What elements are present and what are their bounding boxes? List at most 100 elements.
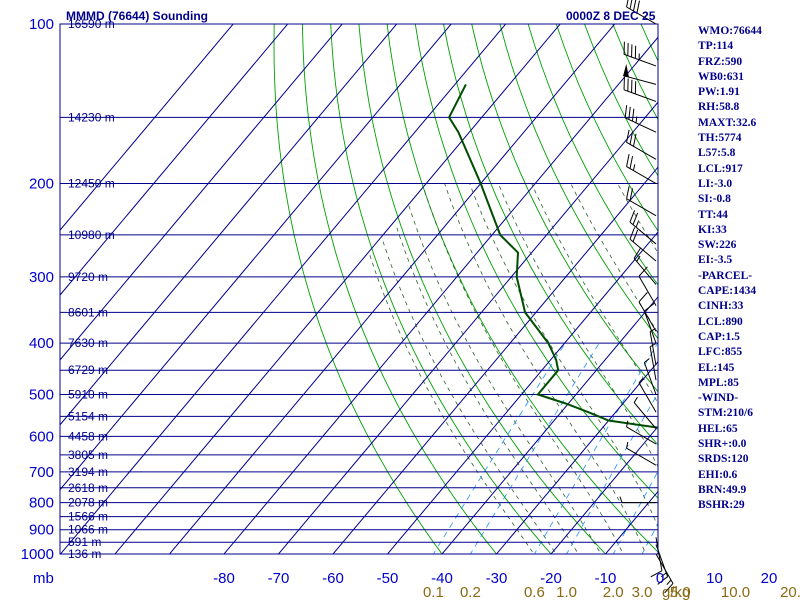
index-item: BRN:49.9: [698, 483, 747, 496]
wind-barb-staff: [649, 331, 657, 366]
temperature-tick-label: -80: [213, 570, 235, 587]
mixing-ratio-line: [469, 342, 600, 554]
isotherm: [223, 36, 658, 554]
index-item: TP:114: [698, 40, 734, 53]
height-label: 12450 m: [68, 177, 115, 191]
chart-time: 0000Z 8 DEC 25: [566, 9, 656, 23]
mixing-ratio-label: 3.0: [632, 584, 653, 600]
wind-barb-staff: [643, 362, 657, 395]
wind-barb-flag: [629, 188, 634, 201]
isotherm: [60, 24, 452, 491]
index-item: PW:1.91: [698, 86, 740, 99]
wind-barb: [638, 377, 657, 413]
pressure-tick-label: 300: [29, 269, 54, 286]
index-item: KI:33: [698, 223, 727, 236]
wind-barb-flag: [664, 583, 674, 594]
wind-barb: [649, 343, 657, 381]
index-item: CINH:33: [698, 300, 744, 313]
wind-barb: [623, 41, 657, 67]
isotherm: [60, 24, 507, 554]
wind-barb-staff: [655, 553, 674, 584]
wind-barb: [643, 358, 657, 395]
wind-barb-flag: [626, 186, 630, 199]
wind-barb-staff: [649, 346, 657, 381]
isotherm: [386, 231, 658, 554]
height-label: 2618 m: [68, 481, 108, 495]
wind-barb-flag: [644, 302, 655, 312]
height-label: 136 m: [68, 547, 101, 561]
wind-barb-staff: [633, 402, 657, 429]
isotherm: [168, 24, 616, 554]
index-item: SW:226: [698, 239, 737, 252]
index-item: LCL:890: [698, 315, 743, 328]
index-item: TH:5774: [698, 132, 742, 145]
height-label: 2078 m: [68, 496, 108, 510]
moist-adiabat: [408, 205, 602, 554]
pressure-tick-label: 600: [29, 428, 54, 445]
index-item: MAXT:32.6: [698, 116, 757, 129]
wind-barb-staff: [626, 6, 657, 25]
wind-barb-flag: [650, 570, 663, 578]
index-item: RH:58.8: [698, 101, 740, 114]
wind-barb-pennant: [623, 63, 629, 78]
mixing-ratio-unit-label: g/kg: [662, 584, 690, 600]
pressure-tick-label: 700: [29, 464, 54, 481]
wind-barb: [626, 129, 657, 160]
pressure-tick-label: 200: [29, 176, 54, 193]
pressure-tick-label: 800: [29, 495, 54, 512]
temperature-tick-label: -50: [377, 570, 399, 587]
mixing-ratio-label: 10.0: [721, 584, 750, 600]
wind-barb: [624, 105, 657, 133]
temperature-tick-label: -40: [431, 570, 453, 587]
dry-adiabat: [471, 24, 658, 393]
moist-adiabat: [497, 183, 658, 468]
pressure-tick-label: 900: [29, 522, 54, 539]
plot-frame: [59, 23, 659, 555]
height-label: 5910 m: [68, 387, 108, 401]
series-layer: [447, 83, 658, 429]
wind-barb-half-flag: [649, 343, 656, 348]
wind-barb-flag: [629, 210, 636, 223]
wind-barb-flag: [626, 0, 629, 8]
wind-barb-half-flag: [635, 221, 639, 228]
wind-barb-half-flag: [666, 579, 672, 586]
wind-barb-staff: [624, 117, 657, 133]
wind-barb-staff: [629, 238, 657, 262]
index-item: L57:5.8: [698, 147, 736, 160]
height-label: 6729 m: [68, 363, 108, 377]
series-dewpoint: [447, 83, 658, 429]
height-label: 10980 m: [68, 228, 115, 242]
wind-barb-staff: [623, 53, 657, 67]
index-item: MPL:85: [698, 376, 739, 389]
wind-barb-staff: [638, 275, 657, 306]
dry-adiabat: [330, 24, 552, 554]
wind-barb-flag: [633, 247, 642, 259]
dry-adiabat: [527, 24, 658, 286]
index-item: CAP:1.5: [698, 330, 740, 343]
isotherm: [60, 24, 234, 231]
wind-barb-flag: [629, 156, 634, 169]
wind-barb-staff: [629, 221, 657, 245]
wind-barb-flag: [629, 0, 633, 10]
wind-barb-half-flag: [635, 116, 638, 123]
mixing-ratio-label: 20.0: [780, 584, 800, 600]
wind-barb-staff: [626, 198, 657, 217]
wind-barb-flag: [657, 576, 668, 585]
wind-barb-staff: [633, 258, 657, 285]
wind-barb: [626, 0, 657, 25]
index-item: BSHR:29: [698, 499, 745, 512]
moist-adiabat: [444, 183, 647, 554]
wind-barb-staff: [623, 89, 657, 102]
height-label: 1066 m: [68, 523, 108, 537]
index-item: EHI:0.6: [698, 468, 738, 481]
index-item: LCL:917: [698, 162, 743, 175]
index-item: WMO:76644: [698, 25, 762, 37]
isotherm: [495, 360, 658, 554]
wind-barb-flag: [632, 0, 637, 12]
wind-barb-staff: [626, 141, 657, 160]
index-item: STM:210/6: [698, 407, 753, 420]
wind-barb: [626, 441, 657, 466]
wind-barb-half-flag: [626, 441, 629, 449]
wind-barb-flag: [624, 105, 628, 118]
